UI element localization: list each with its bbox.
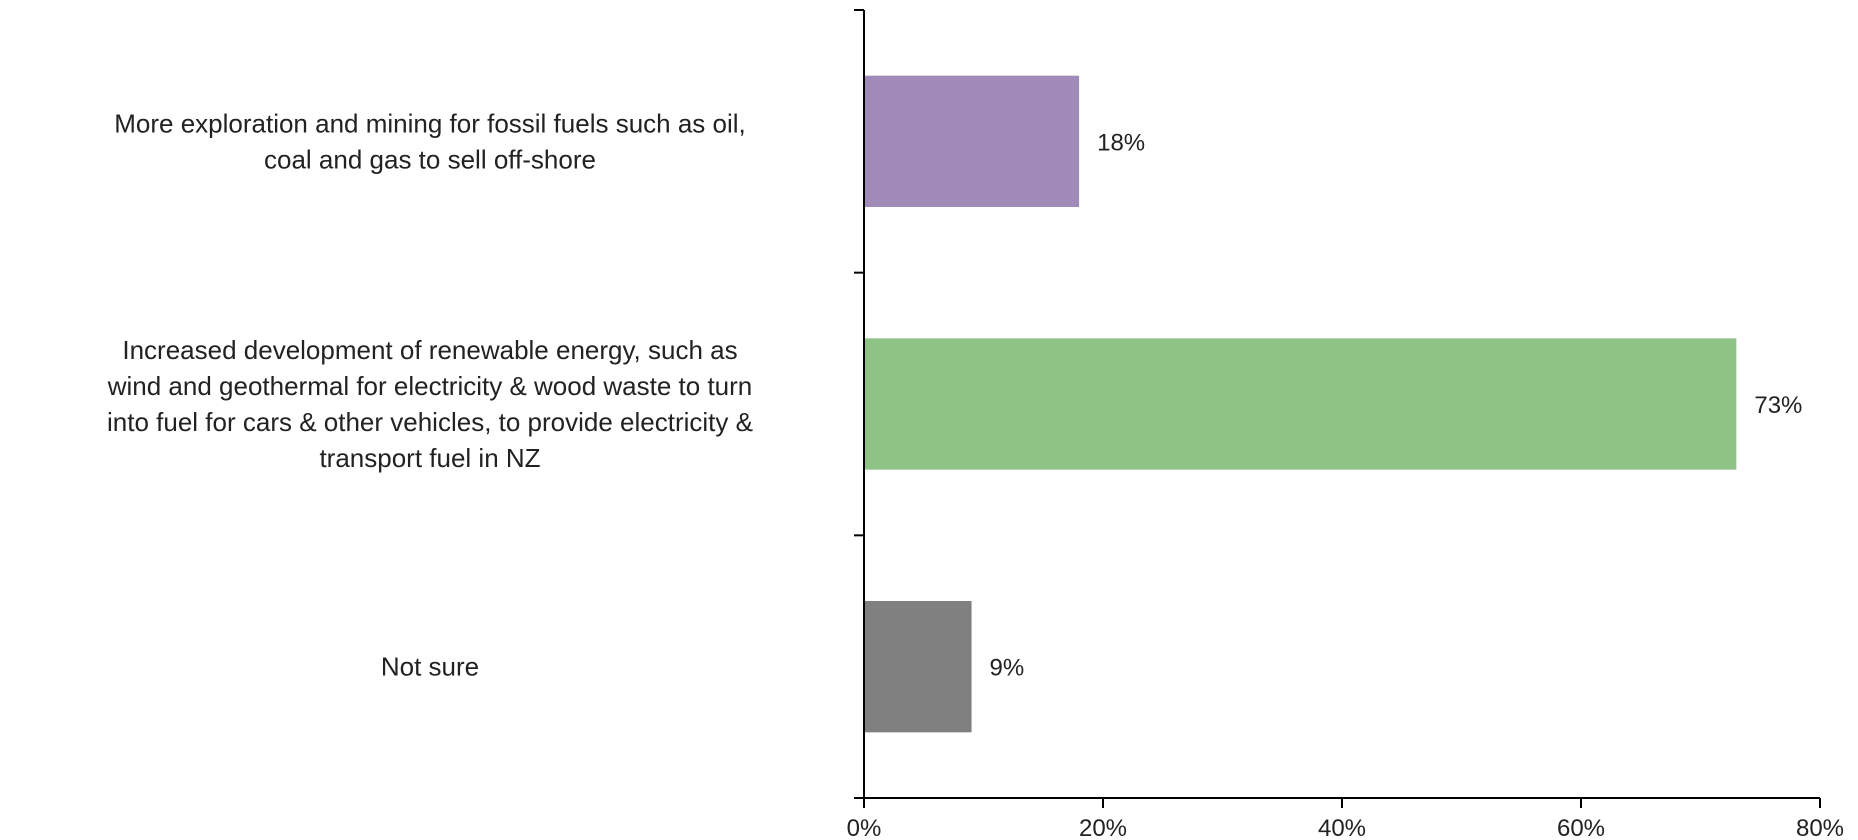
category-label: More exploration and mining for fossil f… — [114, 108, 746, 174]
data-label: 9% — [990, 655, 1025, 682]
bar — [864, 75, 1080, 208]
category-label: Not sure — [381, 652, 479, 682]
bar — [864, 601, 972, 733]
tick-marks — [854, 9, 1821, 808]
labels: 0% 20% 40% 60% 80% 18% More exploration and mi… — [107, 108, 1844, 840]
category-label: Increased development of renewable energ… — [107, 335, 753, 473]
category-label-line: More exploration and mining for fossil f… — [114, 108, 746, 138]
x-tick-label: 20% — [1079, 815, 1127, 840]
x-tick-label: 40% — [1318, 815, 1366, 840]
x-tick-label: 60% — [1557, 815, 1605, 840]
category-label-line: Increased development of renewable energ… — [122, 335, 737, 365]
data-label: 18% — [1097, 129, 1145, 156]
bar — [864, 338, 1737, 470]
bars — [864, 75, 1737, 733]
x-tick-label: 0% — [847, 815, 882, 840]
x-tick-label: 80% — [1796, 815, 1844, 840]
category-label-line: Not sure — [381, 652, 479, 682]
category-label-line: transport fuel in NZ — [319, 443, 540, 473]
category-label-line: into fuel for cars & other vehicles, to … — [107, 407, 753, 437]
data-label: 73% — [1754, 392, 1802, 419]
category-label-line: wind and geothermal for electricity & wo… — [107, 371, 753, 401]
category-label-line: coal and gas to sell off-shore — [264, 144, 596, 174]
